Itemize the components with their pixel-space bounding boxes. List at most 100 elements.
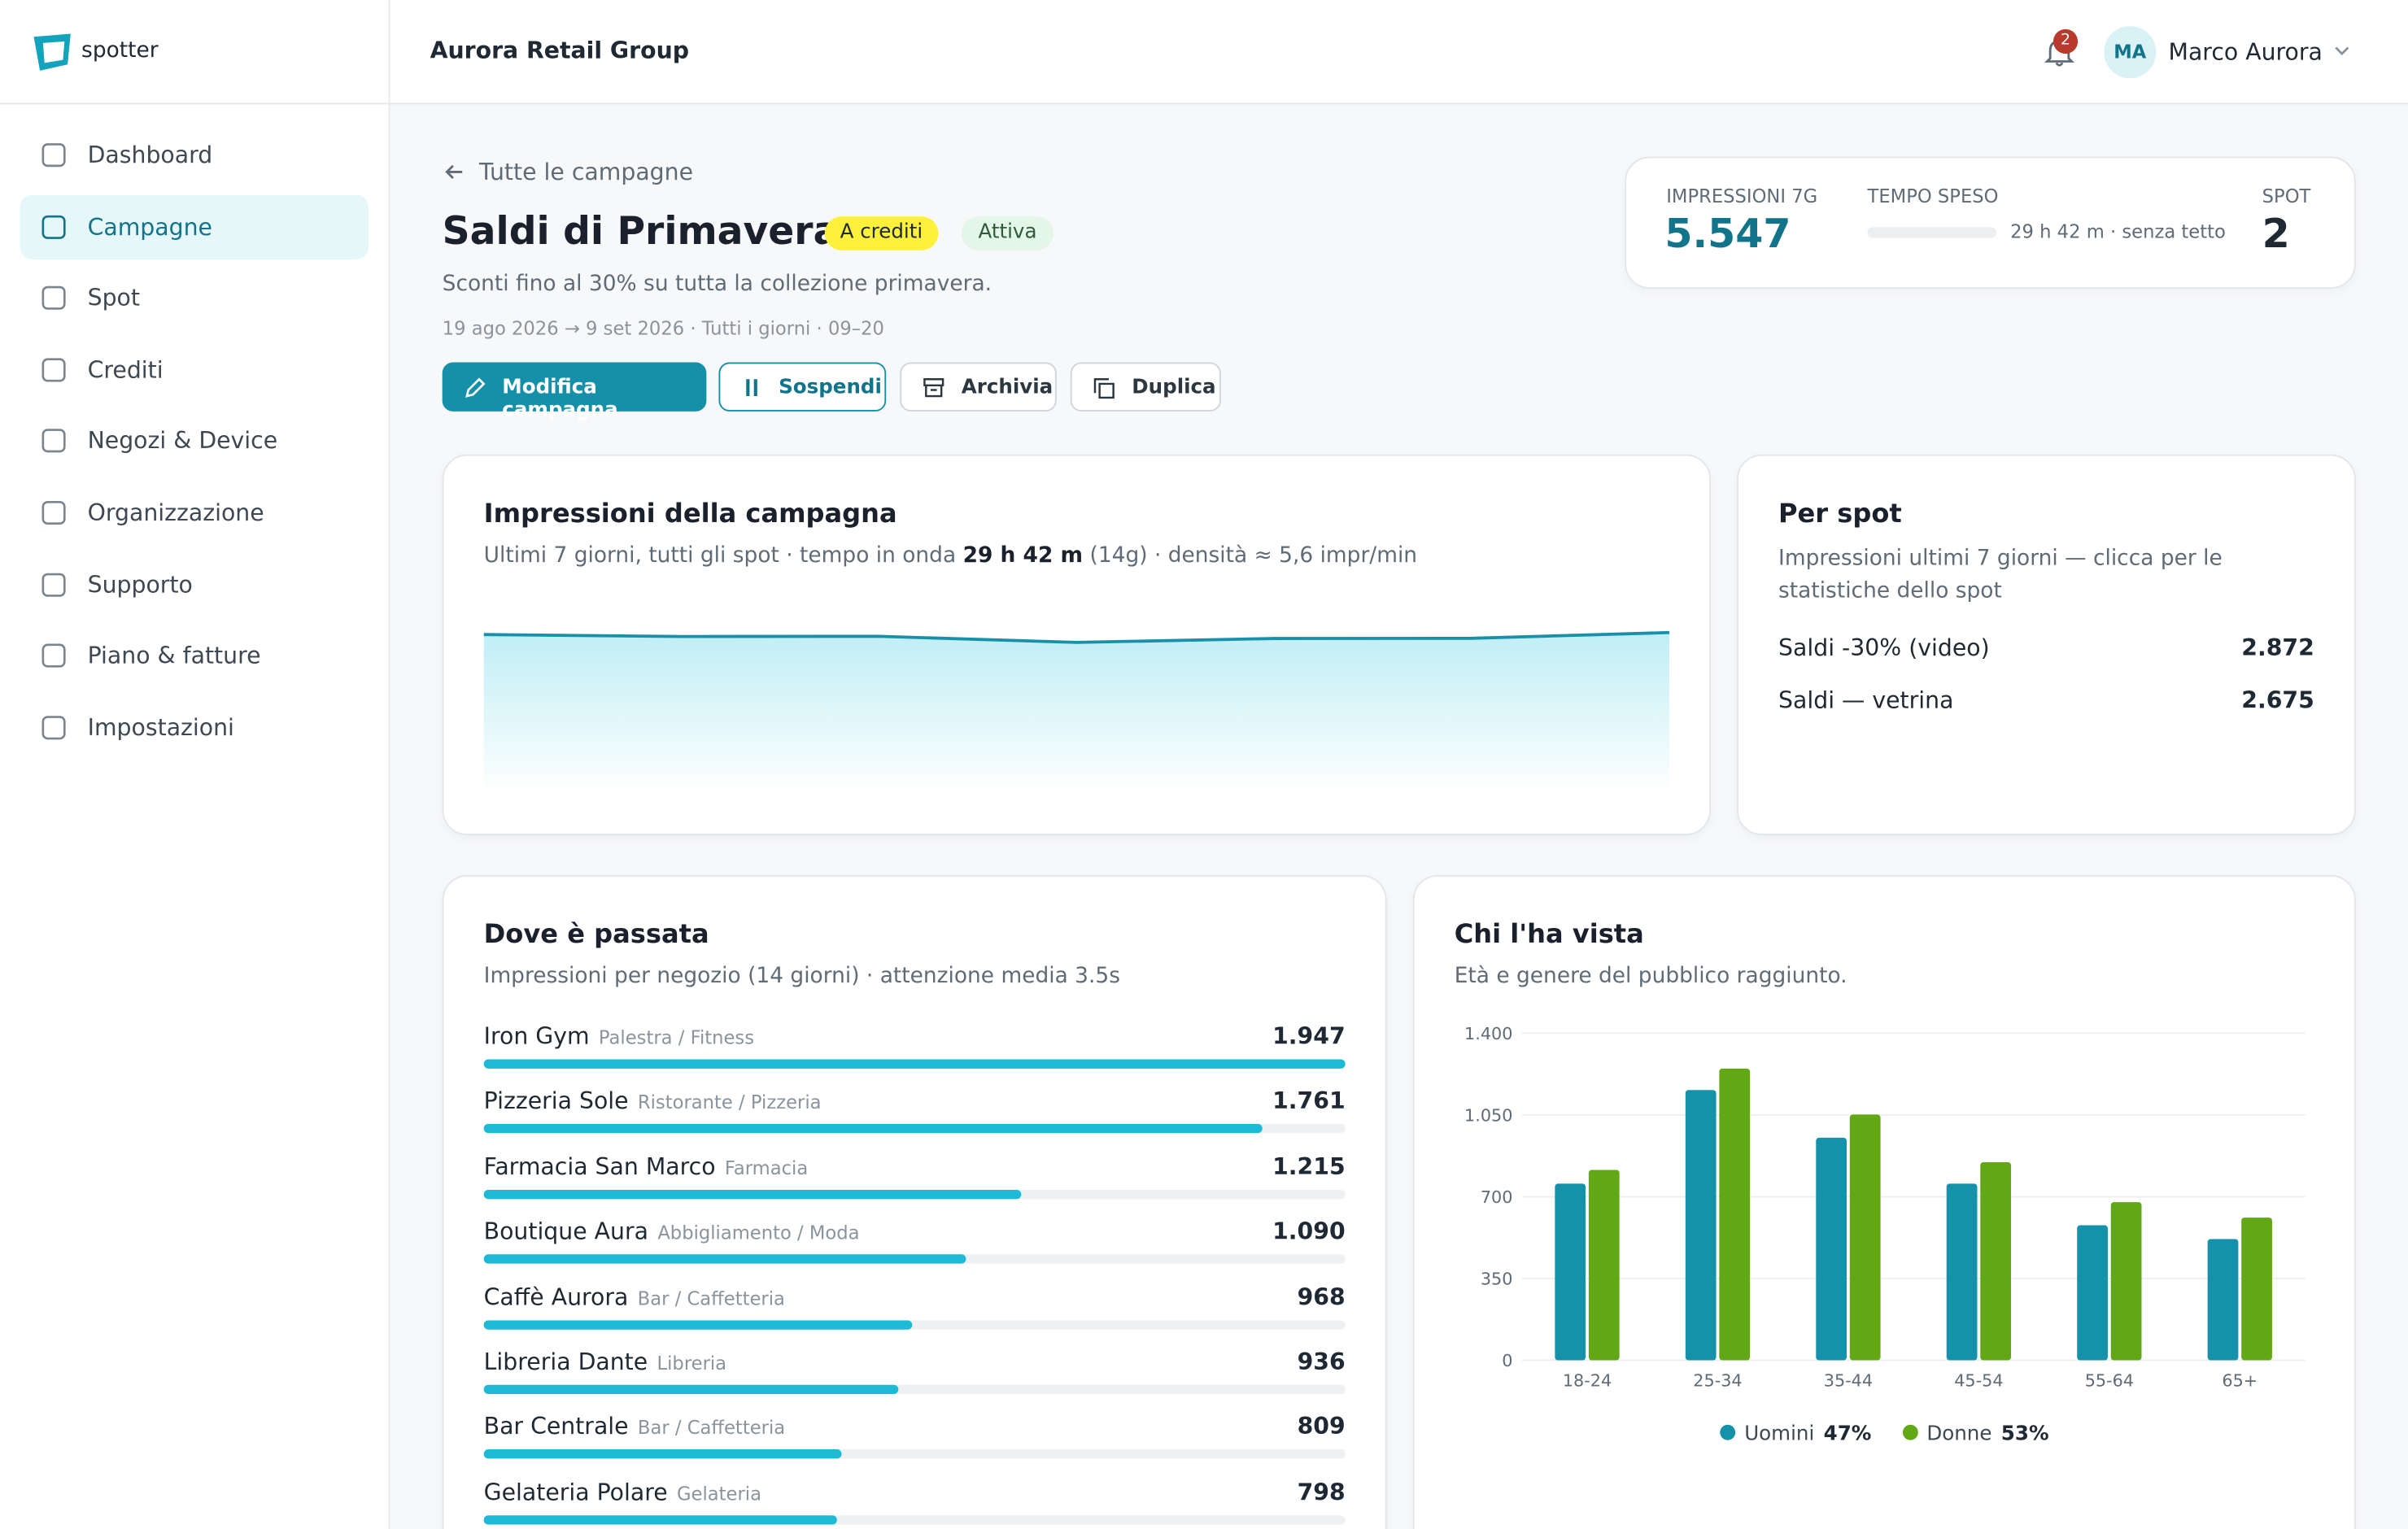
org-name: Aurora Retail Group	[430, 37, 690, 65]
store-label: Farmacia San Marco Farmacia	[484, 1152, 809, 1180]
nav-item[interactable]: Piano & fatture	[20, 624, 369, 688]
y-tick-label: 1.400	[1464, 1024, 1512, 1043]
icon-shape	[41, 286, 66, 311]
bar	[2077, 1225, 2108, 1361]
store-bar	[483, 1514, 837, 1525]
sidebar: spotter Dashboard Campagne Spot Crediti Nego…	[0, 0, 390, 1529]
bar	[1588, 1170, 1620, 1361]
archive-button[interactable]: Archivia	[900, 362, 1057, 412]
avatar[interactable]: MA	[2104, 26, 2157, 79]
nav-item[interactable]: Dashboard	[20, 123, 369, 187]
card-subtitle: Impressioni per negozio (14 giorni) · at…	[483, 964, 1120, 989]
store-value: 936	[1297, 1348, 1346, 1376]
x-tick-label: 18-24	[1563, 1371, 1612, 1391]
legend-name: Uomini	[1744, 1422, 1815, 1447]
nav-item[interactable]: Crediti	[20, 338, 369, 402]
store-label: Libreria Dante Libreria	[484, 1348, 726, 1375]
description: Sconti fino al 30% su tutta la collezion…	[442, 272, 992, 297]
badge: A crediti	[824, 216, 939, 250]
bar	[1685, 1090, 1717, 1361]
nav-icon	[41, 500, 66, 525]
kpi-label: SPOT	[2262, 185, 2311, 207]
store-value: 798	[1297, 1478, 1346, 1506]
store-category: Gelateria	[677, 1483, 761, 1505]
x-tick-label: 65+	[2222, 1371, 2258, 1391]
card-title: Impressioni della campagna	[483, 499, 897, 530]
store-value: 809	[1297, 1413, 1346, 1441]
store-name: Caffè Aurora	[483, 1283, 629, 1311]
icon-shape	[41, 358, 66, 382]
x-tick-label: 55-64	[2085, 1371, 2134, 1391]
back-arrow[interactable]	[444, 161, 465, 182]
card-subtitle: Ultimi 7 giorni, tutti gli spot · tempo …	[484, 543, 1417, 568]
spot-value[interactable]: 2.675	[2241, 686, 2314, 714]
nav-item[interactable]: Organizzazione	[20, 481, 369, 545]
store-label: Caffè Aurora Bar / Caffetteria	[484, 1283, 785, 1310]
legend-name: Donne	[1926, 1422, 1992, 1447]
store-name: Bar Centrale	[483, 1413, 629, 1441]
nav-label: Crediti	[87, 355, 164, 384]
topbar: Aurora Retail Group 2 MA Marco Aurora	[390, 0, 2408, 105]
button-label: Duplica	[1132, 376, 1216, 399]
store-label: Boutique Aura Abbigliamento / Moda	[484, 1218, 860, 1245]
nav-label: Dashboard	[87, 141, 213, 169]
store-track	[483, 1449, 1346, 1460]
store-value: 1.761	[1272, 1087, 1346, 1116]
store-name: Iron Gym	[483, 1022, 590, 1051]
duplicate-button[interactable]: Duplica	[1070, 362, 1221, 412]
back-link[interactable]: Tutte le campagne	[478, 158, 694, 186]
chevron[interactable]	[2333, 43, 2352, 59]
user-name[interactable]: Marco Aurora	[2168, 38, 2323, 67]
nav-item[interactable]: Spot	[20, 266, 369, 330]
spot-value[interactable]: 2.872	[2241, 634, 2314, 662]
icon-shape	[41, 500, 66, 525]
nav-item[interactable]: Impostazioni	[20, 695, 369, 760]
nav-item[interactable]: Campagne	[20, 194, 369, 259]
suspend-button[interactable]: Sospendi	[718, 362, 887, 412]
bar-chart: 0 350 700 1.050 1.400 18-24 25-34 35-44 45-54 55-…	[1464, 1024, 2305, 1391]
kpi-time: 29 h 42 m · senza tetto	[2010, 220, 2226, 243]
audience-card: Chi l'ha vista Età e genere del pubblico…	[1412, 875, 2356, 1529]
store-track	[483, 1514, 1346, 1525]
x-tick-label: 35-44	[1824, 1371, 1873, 1391]
logo	[33, 33, 71, 71]
store-category: Libreria	[657, 1353, 727, 1374]
x-tick-label: 25-34	[1693, 1371, 1742, 1391]
store-bar	[483, 1254, 966, 1264]
bar	[1946, 1183, 1978, 1361]
line	[483, 630, 1669, 644]
legend-share: 47%	[1823, 1422, 1872, 1447]
store-category: Bar / Caffetteria	[637, 1287, 785, 1309]
kpi-value: 2	[2262, 211, 2290, 259]
stores-card: Dove è passata Impressioni per negozio (…	[442, 875, 1387, 1529]
store-value: 968	[1297, 1283, 1346, 1311]
store-category: Palestra / Fitness	[598, 1026, 755, 1049]
area-fill	[483, 632, 1669, 794]
store-value: 1.215	[1272, 1152, 1346, 1181]
area-chart	[483, 630, 1669, 794]
button-label: Archivia	[961, 376, 1054, 399]
button-label: Sospendi	[779, 376, 882, 399]
bar	[2241, 1218, 2272, 1361]
nav-label: Organizzazione	[87, 499, 264, 527]
store-value: 1.947	[1272, 1022, 1346, 1051]
spot-name[interactable]: Saldi — vetrina	[1778, 686, 1954, 714]
subtitle-text: Ultimi 7 giorni, tutti gli spot · tempo …	[483, 543, 957, 568]
bar	[1849, 1114, 1881, 1361]
store-name: Boutique Aura	[483, 1218, 648, 1246]
y-tick-label: 0	[1502, 1351, 1512, 1370]
bar	[1816, 1137, 1847, 1361]
brand[interactable]: spotter	[81, 38, 159, 63]
store-category: Ristorante / Pizzeria	[637, 1091, 822, 1114]
edit-button[interactable]: Modifica campagna	[442, 362, 707, 422]
button-label: Modifica campagna	[502, 376, 618, 423]
nav-label: Campagne	[87, 212, 212, 241]
nav-icon	[41, 643, 66, 668]
nav-item[interactable]: Negozi & Device	[20, 409, 369, 473]
store-label: Gelateria Polare Gelateria	[484, 1479, 761, 1506]
spot-name[interactable]: Saldi -30% (video)	[1778, 634, 1990, 662]
card-title: Dove è passata	[483, 919, 709, 951]
store-name: Farmacia San Marco	[483, 1152, 716, 1181]
nav-item[interactable]: Supporto	[20, 552, 369, 616]
